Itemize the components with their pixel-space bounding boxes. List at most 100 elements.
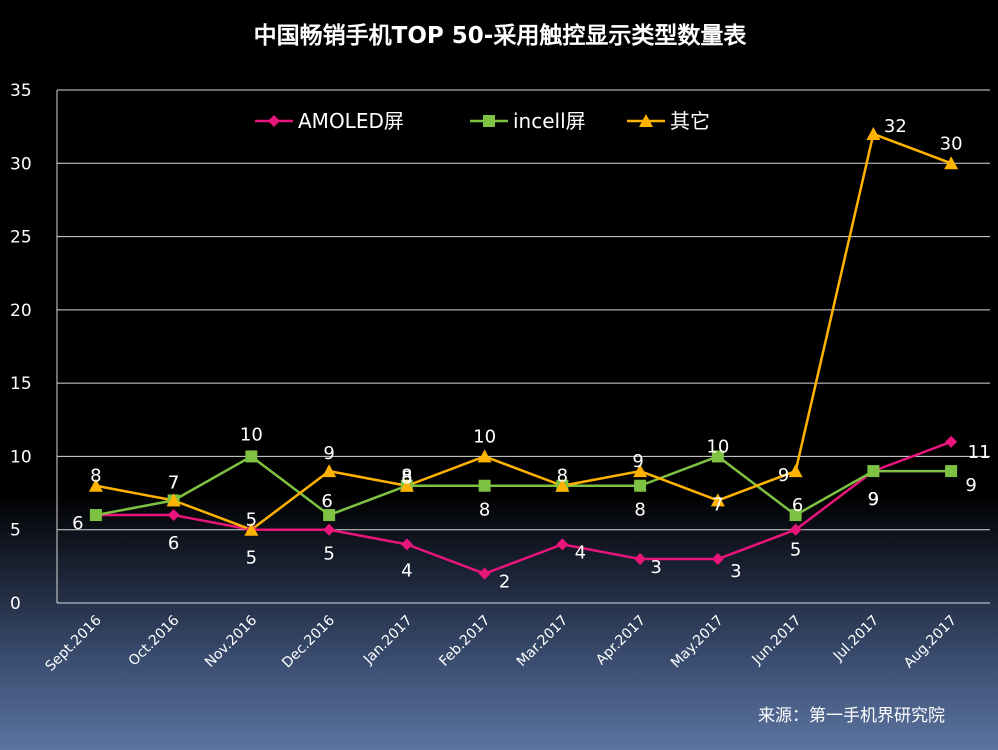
y-axis-ticks: 0 5 10 15 20 25 30 35 [10, 81, 32, 614]
series-2-point [322, 464, 337, 478]
x-axis-ticks: Sept.2016 Oct.2016 Nov.2016 Dec.2016 Jan.201… [43, 612, 960, 674]
series-0-point [711, 553, 724, 566]
series-line-1 [95, 455, 952, 517]
data-label: 10 [473, 426, 496, 447]
data-label: 9 [965, 475, 976, 496]
legend-marker [268, 115, 280, 127]
series-2-point [633, 464, 648, 478]
series-2-point [399, 478, 414, 492]
legend-marker [639, 114, 653, 127]
legend-label: incell屏 [513, 109, 586, 133]
chart-title: 中国畅销手机TOP 50-采用触控显示类型数量表 [254, 22, 748, 49]
data-label: 10 [240, 424, 263, 445]
series-0-point [167, 509, 180, 522]
series-1-point [634, 479, 647, 492]
series-0-point [789, 523, 802, 536]
data-label: 9 [868, 489, 879, 510]
series-2-point [866, 126, 881, 140]
series-2-point [166, 493, 181, 507]
x-tick-label: Jul.2017 [830, 613, 882, 665]
series-0-point [323, 523, 336, 536]
y-tick-label: 10 [10, 447, 32, 467]
series-0-point [478, 567, 491, 580]
x-tick-label: Dec.2016 [279, 612, 338, 671]
series-lines [95, 132, 952, 575]
series-2-point [244, 522, 259, 536]
data-label: 5 [790, 540, 801, 561]
axes [56, 90, 990, 604]
series-2-point [788, 464, 803, 478]
series-2-point [710, 493, 725, 507]
data-label: 8 [90, 466, 101, 487]
data-label: 6 [792, 495, 803, 516]
series-1-point [789, 509, 802, 522]
data-label: 7 [712, 494, 723, 515]
series-line-0 [95, 440, 952, 575]
series-1-point [945, 465, 958, 478]
y-tick-label: 0 [10, 594, 21, 614]
source-note: 来源：第一手机界研究院 [758, 706, 945, 726]
series-0-point [556, 538, 569, 551]
x-tick-label: May.2017 [668, 613, 727, 672]
data-label: 11 [968, 442, 991, 463]
series-0-point [400, 538, 413, 551]
series-1-point [323, 509, 336, 522]
series-1-point [245, 450, 258, 463]
data-label: 6 [321, 491, 332, 512]
data-label: 10 [706, 436, 729, 457]
y-tick-label: 30 [10, 154, 32, 174]
x-tick-label: Jan.2017 [360, 613, 416, 669]
series-0-point [634, 553, 647, 566]
series-1-point [711, 450, 724, 463]
data-label: 8 [401, 466, 412, 487]
data-label: 8 [634, 500, 645, 521]
data-label: 9 [778, 465, 789, 486]
data-label: 2 [499, 572, 510, 593]
y-tick-label: 35 [10, 81, 32, 101]
y-tick-label: 15 [10, 374, 32, 394]
series-2-point [477, 449, 492, 463]
legend: AMOLED屏 incell屏 其它 [255, 109, 710, 133]
x-tick-label: Aug.2017 [901, 613, 960, 672]
series-2-point [944, 156, 959, 170]
data-label: 4 [401, 560, 412, 581]
data-label: 4 [575, 542, 586, 563]
grid-lines [57, 89, 990, 531]
x-tick-label: Apr.2017 [593, 613, 649, 669]
data-label: 9 [868, 489, 879, 510]
data-label: 7 [168, 472, 179, 493]
data-label: 8 [401, 468, 412, 489]
data-label: 3 [730, 561, 741, 582]
y-tick-label: 25 [10, 228, 32, 248]
data-label: 30 [940, 133, 963, 154]
x-tick-label: Jun.2017 [749, 613, 805, 669]
data-label: 8 [479, 500, 490, 521]
y-tick-label: 20 [10, 301, 32, 321]
series-markers [88, 126, 959, 580]
data-label: 8 [557, 466, 568, 487]
data-label: 6 [168, 533, 179, 554]
data-label: 3 [650, 557, 661, 578]
data-label: 32 [884, 116, 907, 137]
series-1-point [867, 465, 880, 478]
x-tick-label: Feb.2017 [436, 613, 493, 670]
data-label: 7 [168, 472, 179, 493]
series-1-point [478, 479, 491, 492]
data-label: 9 [632, 451, 643, 472]
x-tick-label: Mar.2017 [514, 613, 571, 670]
data-label: 5 [323, 544, 334, 565]
x-tick-label: Sept.2016 [43, 612, 105, 674]
legend-marker [483, 115, 495, 127]
data-label: 9 [323, 443, 334, 464]
y-tick-label: 5 [10, 521, 21, 541]
x-tick-label: Oct.2016 [126, 612, 183, 669]
legend-label: AMOLED屏 [298, 109, 404, 133]
series-2-point [88, 478, 103, 492]
data-label: 6 [72, 513, 83, 534]
series-0-point [945, 435, 958, 448]
series-line-2 [95, 132, 952, 531]
x-tick-label: Nov.2016 [202, 612, 260, 670]
data-label: 5 [246, 548, 257, 569]
